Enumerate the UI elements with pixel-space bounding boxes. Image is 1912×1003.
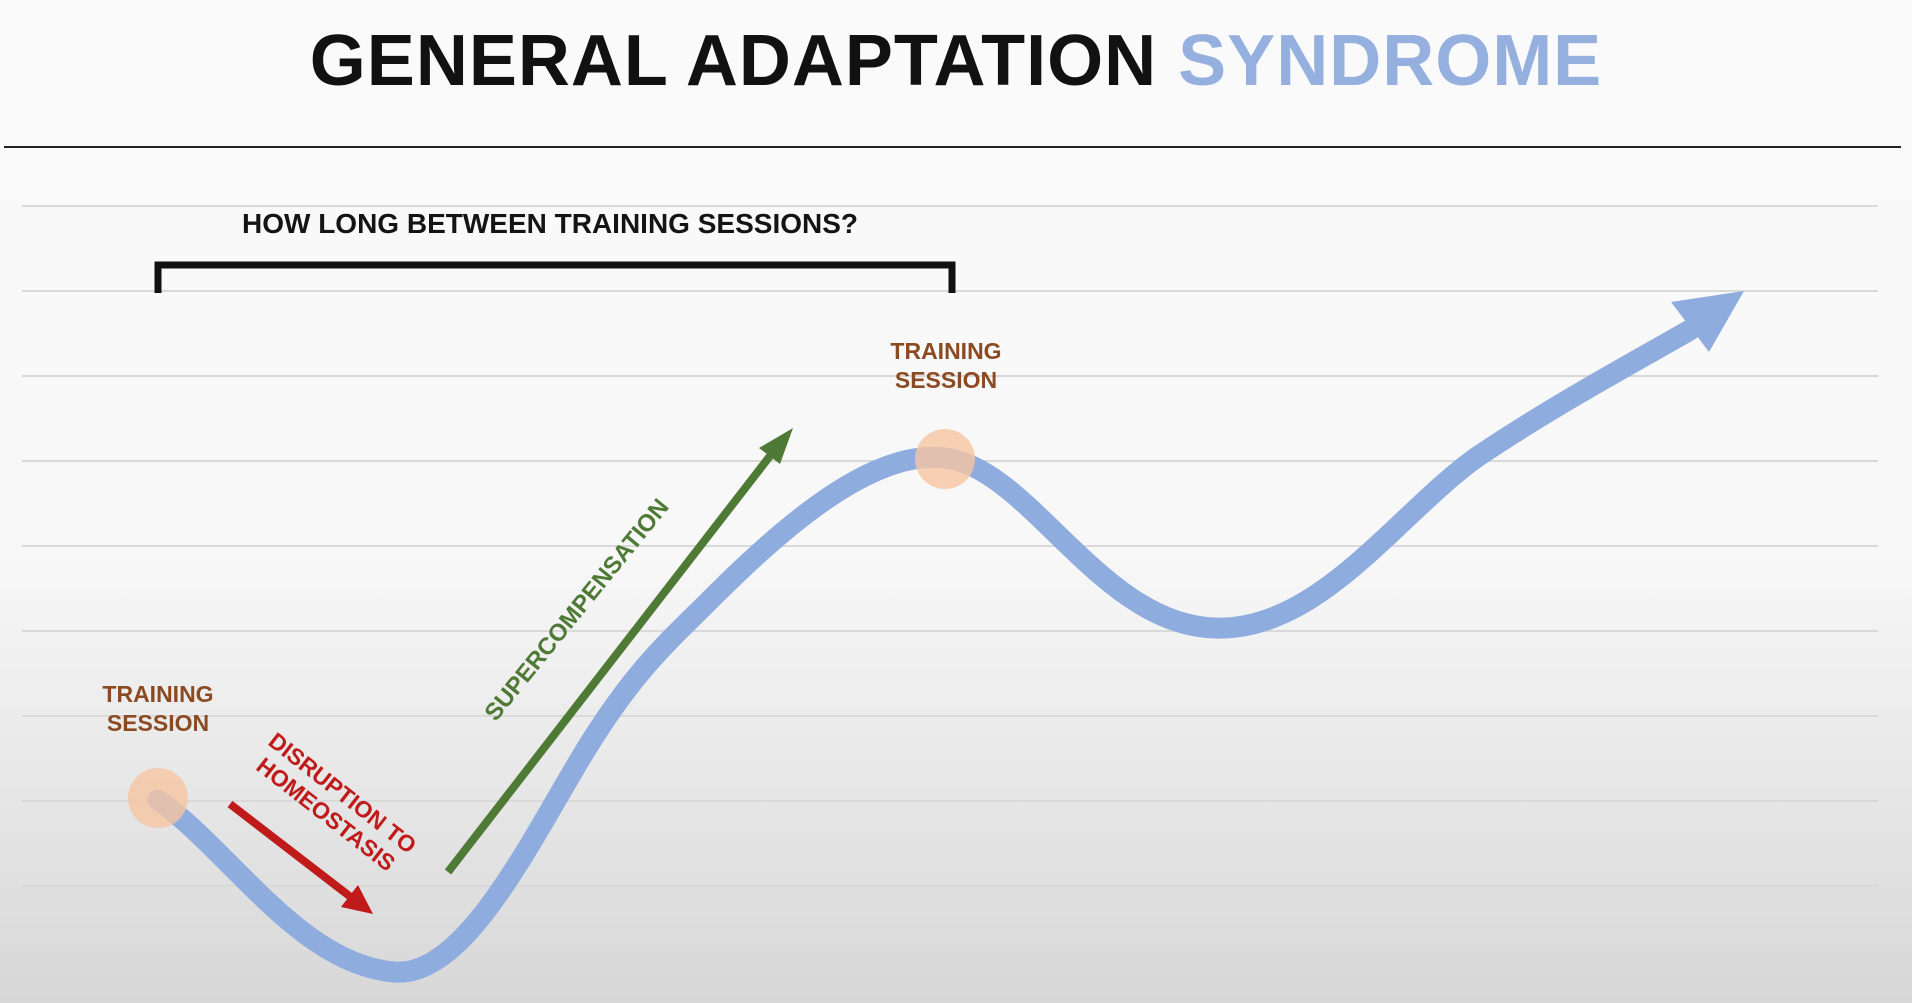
session-label-line: SESSION — [894, 367, 998, 393]
title-divider — [4, 146, 1901, 148]
session-label-line: TRAINING — [102, 681, 214, 707]
interval-bracket — [154, 261, 956, 293]
session-marker-2 — [915, 429, 975, 489]
session-label-line: SESSION — [106, 710, 210, 736]
session-label-1: TRAINING SESSION — [78, 680, 238, 738]
adaptation-curve — [147, 319, 1701, 983]
session-marker-1 — [128, 768, 188, 828]
title-accent: SYNDROME — [1178, 21, 1603, 101]
supercompensation-arrowhead — [759, 428, 793, 464]
question-label: HOW LONG BETWEEN TRAINING SESSIONS? — [241, 208, 858, 239]
session-label-line: TRAINING — [890, 338, 1002, 364]
session-label-2: TRAINING SESSION — [866, 337, 1026, 395]
curve-arrowhead — [1671, 291, 1744, 352]
page-title: GENERAL ADAPTATION SYNDROME — [0, 18, 1912, 104]
disruption-arrow-shaft — [227, 800, 355, 902]
title-main: GENERAL ADAPTATION — [309, 21, 1158, 101]
disruption-arrowhead — [341, 885, 373, 914]
supercompensation-arrow-shaft — [444, 453, 774, 875]
